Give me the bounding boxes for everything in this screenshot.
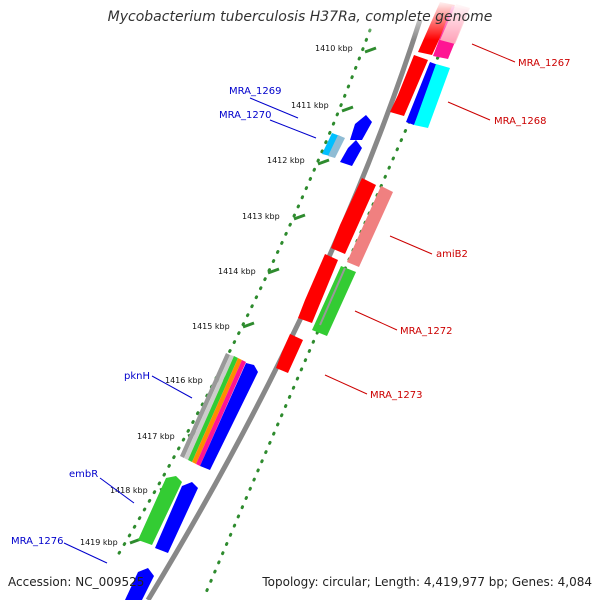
svg-text:1418 kbp: 1418 kbp <box>110 486 148 495</box>
gene-mra-1272[interactable] <box>298 254 356 336</box>
connector-mra-1270 <box>269 119 317 139</box>
label-mra-1268[interactable]: MRA_1268 <box>494 116 546 127</box>
label-mra-1272[interactable]: MRA_1272 <box>400 326 452 337</box>
connector-amib2 <box>389 235 433 255</box>
label-mra-1276[interactable]: MRA_1276 <box>11 536 63 547</box>
label-mra-1269[interactable]: MRA_1269 <box>229 86 281 97</box>
svg-text:1410 kbp: 1410 kbp <box>315 44 353 53</box>
gene-embr[interactable] <box>138 476 198 553</box>
scale-1412: 1412 kbp <box>267 156 330 166</box>
connector-embr <box>99 477 135 504</box>
connector-mra-1273 <box>324 374 368 395</box>
label-mra-1267[interactable]: MRA_1267 <box>518 58 570 69</box>
gene-amib2[interactable] <box>331 178 393 267</box>
scale-1415: 1415 kbp <box>192 321 255 331</box>
gene-mra-1270[interactable] <box>322 133 362 166</box>
connector-pknh <box>151 375 193 399</box>
gene-mra-1269[interactable] <box>350 115 372 140</box>
gene-mra-1268[interactable] <box>390 55 450 128</box>
svg-text:1415 kbp: 1415 kbp <box>192 322 230 331</box>
label-mra-1270[interactable]: MRA_1270 <box>219 110 271 121</box>
label-embr[interactable]: embR <box>69 469 98 480</box>
scale-1411: 1411 kbp <box>291 101 354 113</box>
outer-dotted-guide <box>113 28 372 562</box>
gene-pknh[interactable] <box>180 353 258 470</box>
connector-mra-1272 <box>354 310 398 331</box>
svg-text:1411 kbp: 1411 kbp <box>291 101 329 110</box>
label-pknh[interactable]: pknH <box>124 371 150 382</box>
top-fade <box>0 0 600 40</box>
map-title: Mycobacterium tuberculosis H37Ra, comple… <box>107 9 493 25</box>
gene-mra-1276[interactable] <box>125 568 154 600</box>
svg-text:1413 kbp: 1413 kbp <box>242 212 280 221</box>
connector-mra-1268 <box>447 101 491 121</box>
scale-1414: 1414 kbp <box>218 267 280 276</box>
svg-text:1416 kbp: 1416 kbp <box>165 376 203 385</box>
gene-mra-1273[interactable] <box>276 334 303 373</box>
svg-text:1419 kbp: 1419 kbp <box>80 538 118 547</box>
scale-1410: 1410 kbp <box>315 44 377 54</box>
connector-mra-1267 <box>471 43 516 63</box>
scale-1413: 1413 kbp <box>242 212 306 221</box>
connector-mra-1269 <box>249 97 299 119</box>
svg-text:1414 kbp: 1414 kbp <box>218 267 256 276</box>
scale-1419: 1419 kbp <box>80 537 142 547</box>
accession-text: Accession: NC_009525 <box>8 575 145 589</box>
label-amib2[interactable]: amiB2 <box>436 249 468 260</box>
connector-mra-1276 <box>63 542 108 564</box>
svg-text:1417 kbp: 1417 kbp <box>137 432 175 441</box>
svg-text:1412 kbp: 1412 kbp <box>267 156 305 165</box>
label-mra-1273[interactable]: MRA_1273 <box>370 390 422 401</box>
genome-stats-text: Topology: circular; Length: 4,419,977 bp… <box>262 575 592 589</box>
genome-backbone <box>145 19 423 600</box>
